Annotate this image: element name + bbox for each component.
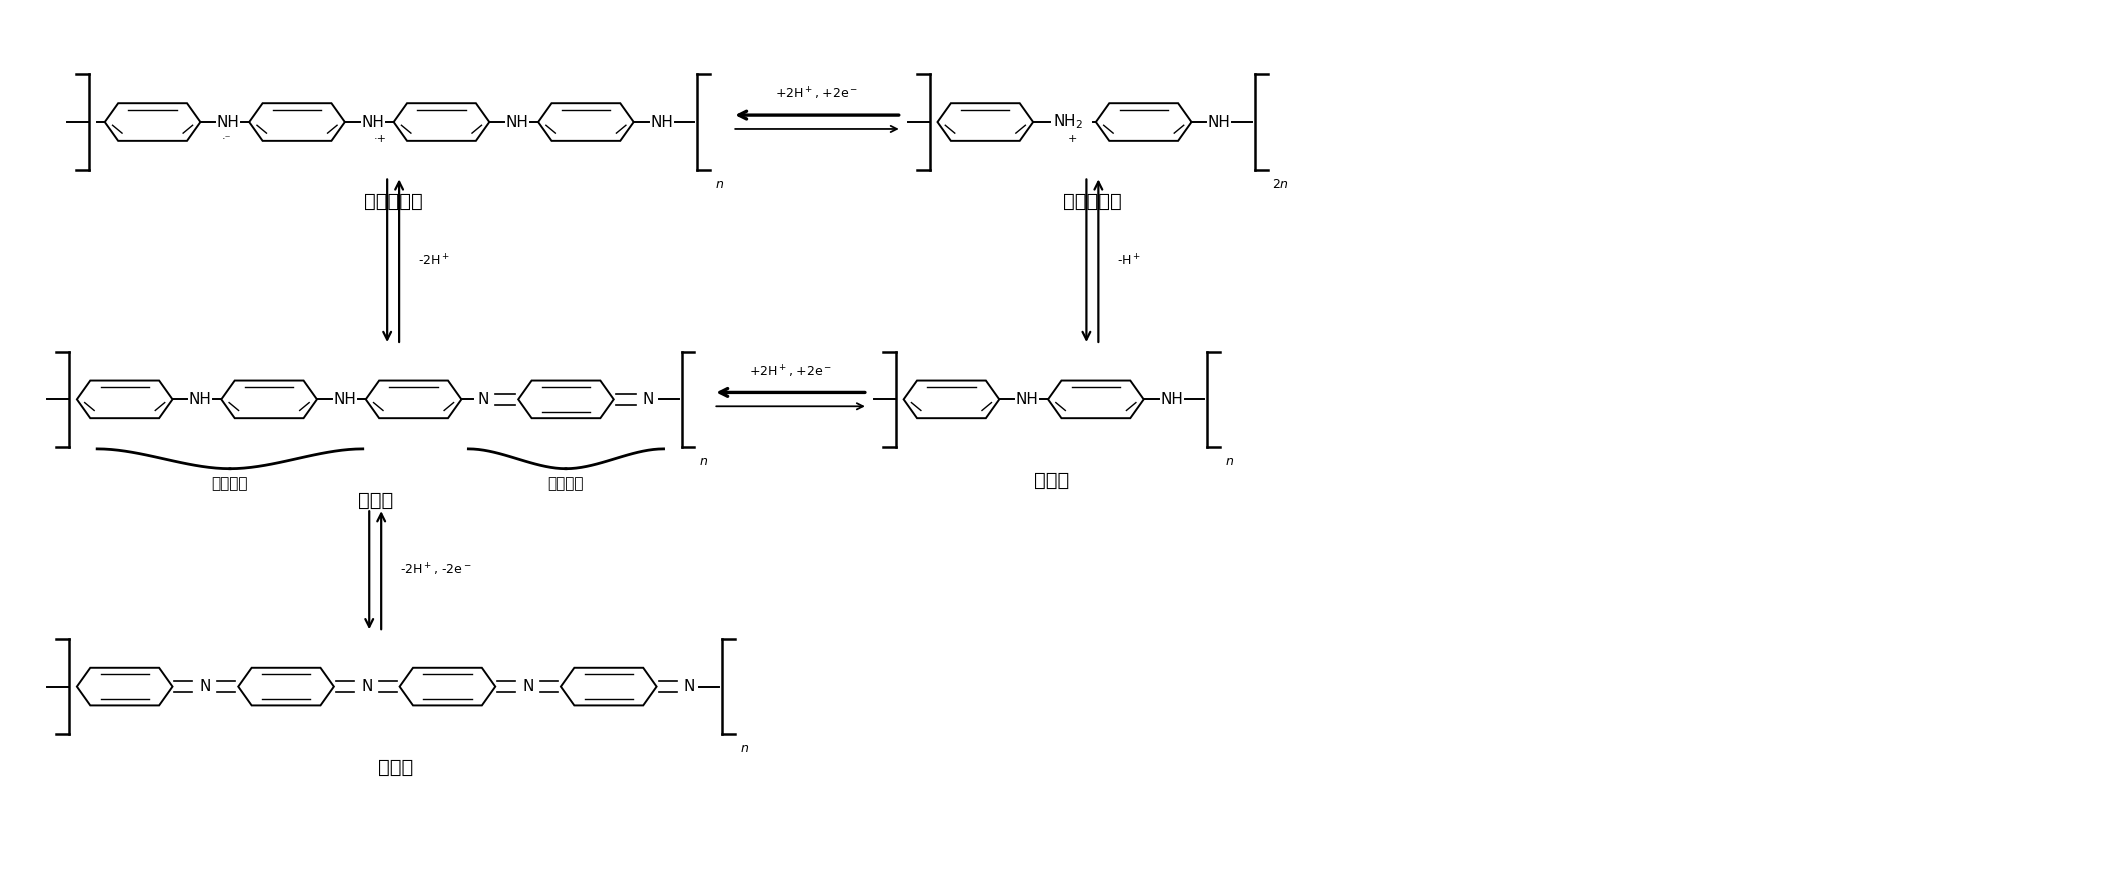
Text: 苯环结构: 苯环结构	[213, 476, 249, 491]
Text: $n$: $n$	[1225, 455, 1233, 468]
Text: 醌式结构: 醌式结构	[549, 476, 585, 491]
Text: 本征态: 本征态	[357, 491, 393, 510]
Text: NH: NH	[361, 114, 385, 129]
Text: N: N	[685, 679, 695, 694]
Text: N: N	[642, 392, 655, 407]
Text: 翠绿亚胺盐: 翠绿亚胺盐	[364, 191, 423, 211]
Text: +2H$^+$, +2e$^-$: +2H$^+$, +2e$^-$	[776, 87, 859, 102]
Text: NH: NH	[1016, 392, 1040, 407]
Text: $n$: $n$	[740, 743, 748, 755]
Text: $2n$: $2n$	[1271, 178, 1288, 191]
Text: NH: NH	[651, 114, 674, 129]
Text: NH: NH	[217, 114, 240, 129]
Text: +2H$^+$, +2e$^-$: +2H$^+$, +2e$^-$	[748, 364, 831, 380]
Text: -H$^+$: -H$^+$	[1118, 253, 1142, 268]
Text: -2H$^+$, -2e$^-$: -2H$^+$, -2e$^-$	[400, 562, 472, 579]
Text: 氧化态: 氧化态	[378, 759, 412, 777]
Text: NH: NH	[506, 114, 529, 129]
Text: +: +	[1067, 134, 1078, 144]
Text: N: N	[200, 679, 210, 694]
Text: N: N	[523, 679, 534, 694]
Text: -2H$^+$: -2H$^+$	[419, 253, 451, 268]
Text: ·⁻: ·⁻	[221, 134, 232, 144]
Text: NH: NH	[189, 392, 213, 407]
Text: NH: NH	[1208, 114, 1231, 129]
Text: $n$: $n$	[699, 455, 708, 468]
Text: NH: NH	[1161, 392, 1182, 407]
Text: N: N	[361, 679, 372, 694]
Text: 还原态: 还原态	[1033, 471, 1069, 490]
Text: NH: NH	[334, 392, 357, 407]
Text: N: N	[478, 392, 489, 407]
Text: NH$_2$: NH$_2$	[1052, 113, 1082, 131]
Text: $n$: $n$	[714, 178, 723, 191]
Text: ·+: ·+	[374, 134, 387, 144]
Text: 还原态铵盐: 还原态铵盐	[1063, 191, 1123, 211]
